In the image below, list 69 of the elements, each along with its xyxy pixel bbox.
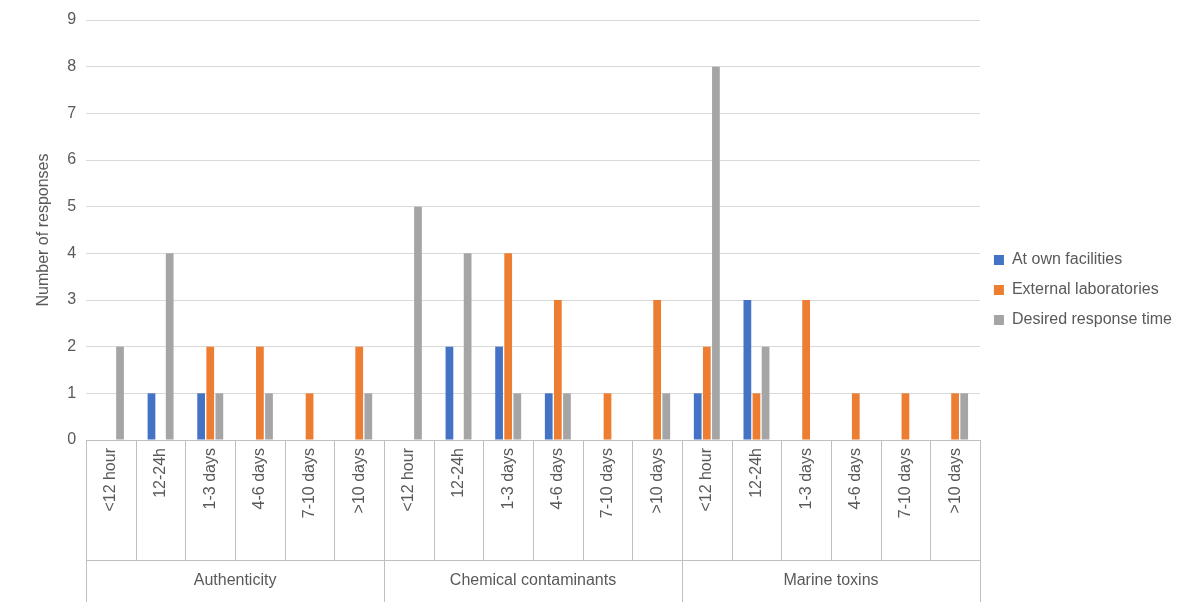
bar <box>603 393 612 440</box>
y-tick-label: 8 <box>67 57 77 75</box>
x-tick-label: 7-10 days <box>299 448 317 519</box>
bar <box>761 346 770 440</box>
bar <box>513 393 522 440</box>
x-tick-label: 1-3 days <box>498 448 516 510</box>
bar <box>662 393 671 440</box>
x-tick-label: 12-24h <box>150 448 168 498</box>
x-tick-label: 4-6 days <box>548 448 566 510</box>
bar <box>960 393 969 440</box>
x-tick-label: >10 days <box>349 448 367 514</box>
x-tick-label: 12-24h <box>746 448 764 498</box>
x-tick-label: <12 hour <box>101 447 119 512</box>
bar <box>563 393 571 440</box>
bar <box>702 346 711 440</box>
bar <box>116 346 124 440</box>
bar <box>463 253 472 440</box>
bar <box>305 393 314 440</box>
bar <box>851 393 860 440</box>
bar <box>256 346 264 440</box>
x-tick-label: <12 hour <box>399 447 417 512</box>
x-tick-label: 1-3 days <box>796 448 814 510</box>
bar <box>712 66 720 440</box>
bar <box>364 393 373 440</box>
x-tick-label: >10 days <box>647 448 665 514</box>
bar <box>752 393 761 440</box>
text: Chemical contaminants <box>449 571 617 589</box>
x-tick-label: <12 hour <box>697 447 715 512</box>
y-axis-title: Number of responses <box>34 153 52 307</box>
bar <box>653 300 662 440</box>
bar <box>951 393 959 440</box>
y-tick-label: 6 <box>67 150 77 168</box>
y-tick-label: 3 <box>67 290 77 308</box>
legend-label: External laboratories <box>1011 280 1159 298</box>
x-tick-label: 7-10 days <box>597 448 615 519</box>
bar <box>265 393 273 440</box>
x-tick-label: 4-6 days <box>250 448 268 510</box>
y-tick-label: 5 <box>67 197 77 215</box>
bar <box>206 346 215 440</box>
x-tick-label: 7-10 days <box>895 448 913 519</box>
x-tick-label: >10 days <box>945 448 963 514</box>
bar <box>544 393 553 440</box>
bar <box>445 346 454 440</box>
y-tick-label: 0 <box>67 430 77 448</box>
bar <box>147 393 156 440</box>
text: Marine toxins <box>783 571 879 589</box>
bar <box>901 393 910 440</box>
x-tick-label: 4-6 days <box>846 448 864 510</box>
y-tick-label: 4 <box>67 243 77 261</box>
x-tick-label: 12-24h <box>448 448 466 498</box>
bar <box>215 393 224 440</box>
text: Authenticity <box>193 571 277 589</box>
bar <box>743 300 752 440</box>
bar <box>553 300 562 440</box>
bar <box>355 346 364 440</box>
bar <box>504 253 513 440</box>
legend-label: Desired response time <box>1011 310 1173 328</box>
y-tick-label: 1 <box>67 383 77 401</box>
bar <box>693 393 702 440</box>
bar <box>414 206 422 440</box>
bar <box>165 253 174 440</box>
y-tick-label: 7 <box>67 103 77 121</box>
bar <box>197 393 206 440</box>
legend-label: At own facilities <box>1011 250 1123 268</box>
y-tick-label: 9 <box>67 10 77 28</box>
x-tick-label: 1-3 days <box>200 448 218 510</box>
bar <box>495 346 503 440</box>
y-tick-label: 2 <box>67 337 77 355</box>
bar <box>802 300 810 440</box>
